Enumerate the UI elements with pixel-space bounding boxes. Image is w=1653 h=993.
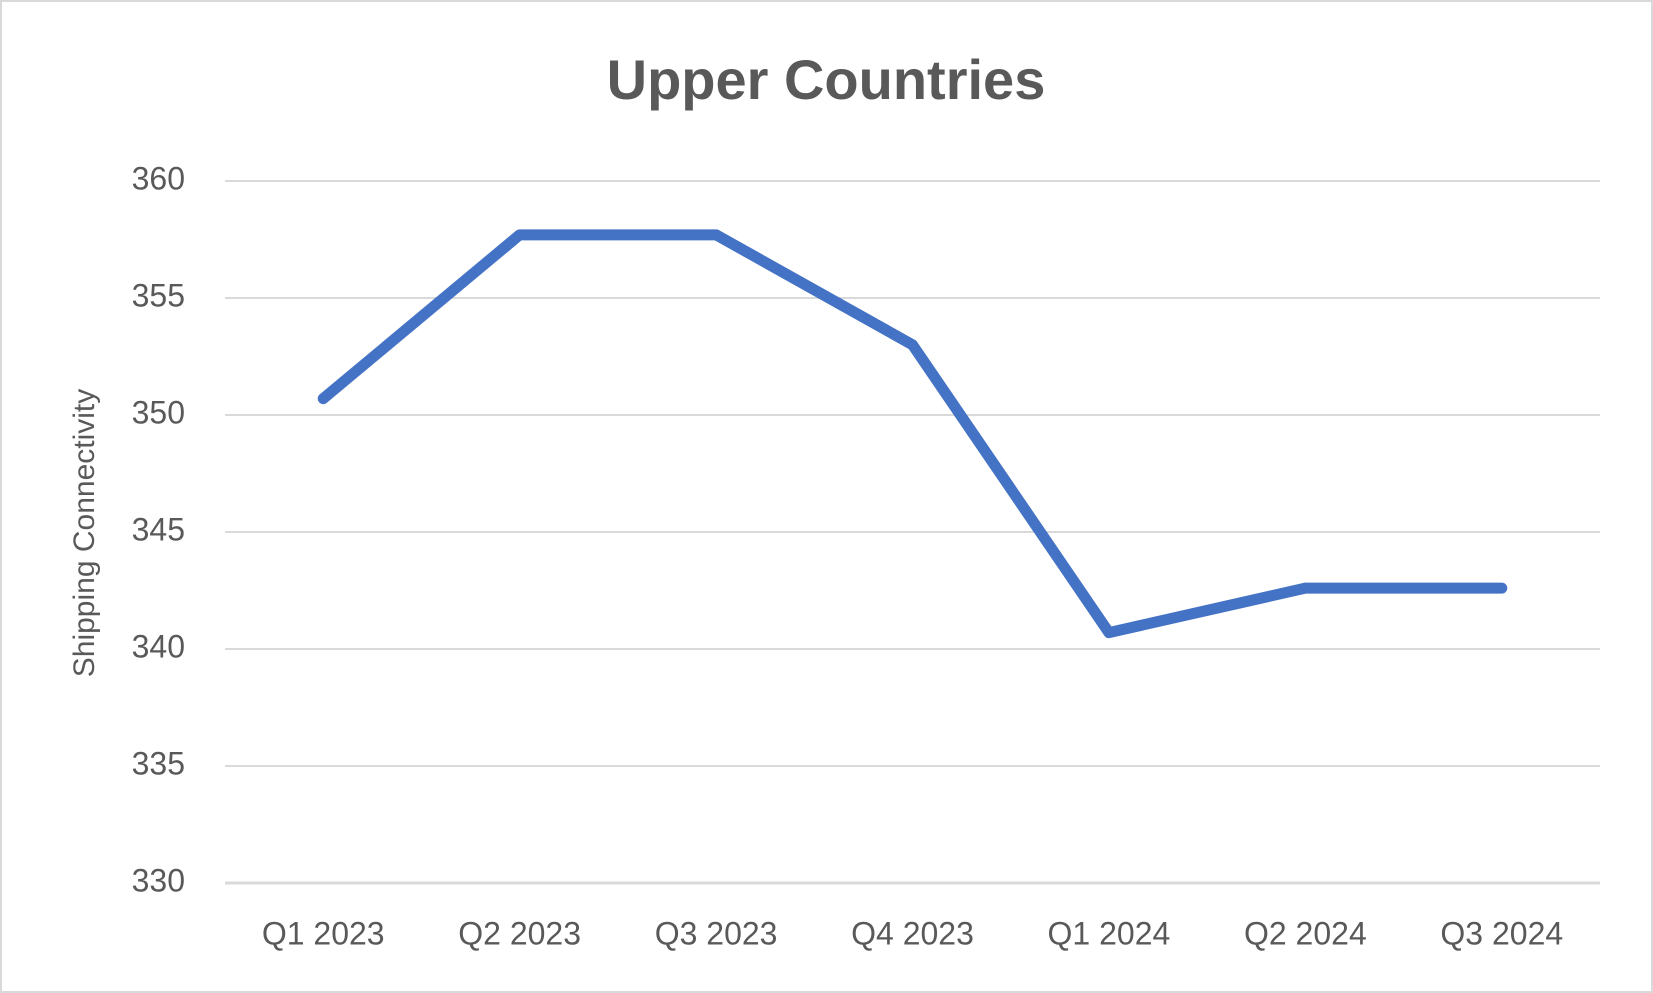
y-tick-label: 335 <box>132 745 185 781</box>
x-tick-label: Q4 2023 <box>851 915 974 951</box>
y-tick-label: 355 <box>132 277 185 313</box>
x-tick-label: Q1 2024 <box>1048 915 1171 951</box>
y-axis-label: Shipping Connectivity <box>68 389 101 678</box>
y-tick-label: 350 <box>132 394 185 430</box>
y-tick-label: 360 <box>132 160 185 196</box>
x-tick-label: Q3 2023 <box>655 915 778 951</box>
chart-title: Upper Countries <box>607 48 1046 111</box>
x-tick-label: Q2 2024 <box>1244 915 1367 951</box>
x-tick-label: Q3 2024 <box>1440 915 1563 951</box>
y-tick-label: 340 <box>132 628 185 664</box>
y-tick-label: 330 <box>132 862 185 898</box>
x-tick-label: Q2 2023 <box>458 915 581 951</box>
x-tick-label: Q1 2023 <box>262 915 385 951</box>
y-tick-label: 345 <box>132 511 185 547</box>
data-line <box>317 229 1508 639</box>
